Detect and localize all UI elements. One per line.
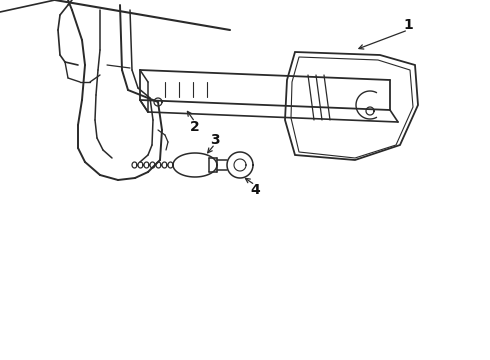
Text: 1: 1	[403, 18, 413, 32]
Text: 4: 4	[250, 183, 260, 197]
Text: 2: 2	[190, 120, 200, 134]
Text: 3: 3	[210, 133, 220, 147]
